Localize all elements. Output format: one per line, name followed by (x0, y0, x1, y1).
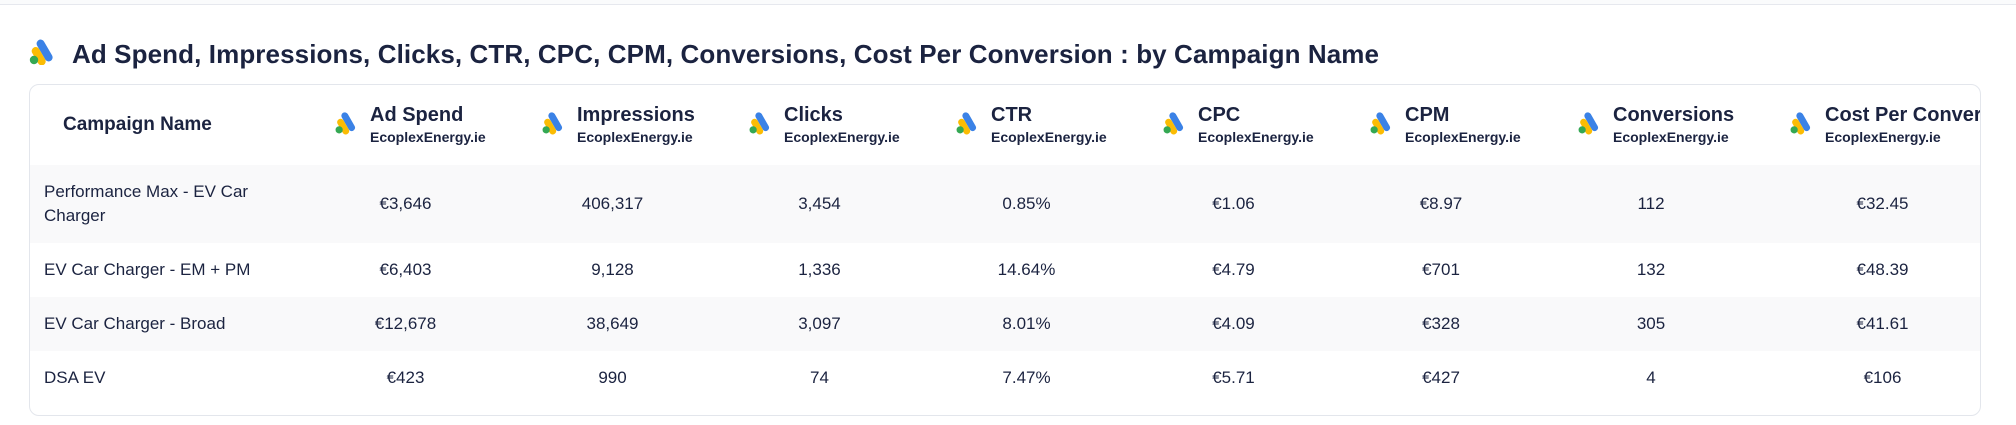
column-source: EcoplexEnergy.ie (1405, 129, 1521, 146)
column-header-campaign-name[interactable]: Campaign Name (63, 114, 212, 135)
data-table-card: Campaign Name Ad Spend EcoplexEnergy.ie I… (29, 84, 1981, 416)
column-header-cpc[interactable]: CPC EcoplexEnergy.ie (1130, 85, 1337, 165)
column-source: EcoplexEnergy.ie (370, 129, 486, 146)
google-ads-icon (334, 111, 358, 140)
campaign-table: Campaign Name Ad Spend EcoplexEnergy.ie I… (30, 85, 1981, 405)
impressions-cell: 990 (598, 368, 627, 387)
cost-per-conversion-cell: €106 (1863, 368, 1902, 387)
column-header-ctr[interactable]: CTR EcoplexEnergy.ie (923, 85, 1130, 165)
table-header-row: Campaign Name Ad Spend EcoplexEnergy.ie I… (30, 85, 1981, 165)
column-label: Impressions (577, 104, 695, 127)
google-ads-icon (1789, 111, 1813, 140)
ad-spend-cell: €423 (386, 368, 425, 387)
column-label: Cost Per Conversion (1825, 104, 1981, 127)
column-source: EcoplexEnergy.ie (784, 129, 900, 146)
column-header-clicks[interactable]: Clicks EcoplexEnergy.ie (716, 85, 923, 165)
google-ads-icon (541, 111, 565, 140)
column-label: Ad Spend (370, 104, 464, 127)
table-row: Performance Max - EV Car Charger €3,646 … (30, 165, 1980, 243)
column-header-impressions[interactable]: Impressions EcoplexEnergy.ie (509, 85, 716, 165)
widget-header: Ad Spend, Impressions, Clicks, CTR, CPC,… (28, 36, 1379, 72)
ctr-cell: 8.01% (1002, 314, 1051, 333)
cpc-cell: €4.79 (1212, 260, 1255, 279)
column-label: CPC (1198, 104, 1241, 127)
campaign-name-cell: Performance Max - EV Car Charger (44, 182, 249, 225)
conversions-cell: 4 (1646, 368, 1656, 387)
google-ads-icon (955, 111, 979, 140)
clicks-cell: 3,097 (798, 314, 841, 333)
column-header-cpm[interactable]: CPM EcoplexEnergy.ie (1337, 85, 1545, 165)
column-source: EcoplexEnergy.ie (1613, 129, 1729, 146)
cpm-cell: €701 (1422, 260, 1460, 279)
clicks-cell: 3,454 (798, 194, 841, 213)
campaign-name-cell: DSA EV (44, 368, 106, 388)
column-label: CPM (1405, 104, 1450, 127)
ad-spend-cell: €3,646 (379, 194, 432, 213)
impressions-cell: 38,649 (586, 314, 639, 333)
conversions-cell: 132 (1636, 260, 1666, 279)
ctr-cell: 7.47% (1002, 368, 1051, 387)
column-source: EcoplexEnergy.ie (1198, 129, 1314, 146)
ad-spend-cell: €12,678 (374, 314, 437, 333)
cost-per-conversion-cell: €41.61 (1856, 314, 1909, 333)
column-label: Clicks (784, 104, 843, 127)
google-ads-icon (28, 39, 56, 70)
cpc-cell: €1.06 (1212, 194, 1255, 213)
cpc-cell: €4.09 (1212, 314, 1255, 333)
cpm-cell: €8.97 (1419, 194, 1463, 213)
google-ads-icon (1162, 111, 1186, 140)
column-label: Conversions (1613, 104, 1735, 127)
cpc-cell: €5.71 (1212, 368, 1255, 387)
conversions-cell: 305 (1636, 314, 1666, 333)
column-header-cost-per-conversion[interactable]: Cost Per Conversion EcoplexEnergy.ie (1757, 85, 1981, 165)
column-header-ad-spend[interactable]: Ad Spend EcoplexEnergy.ie (302, 85, 509, 165)
column-source: EcoplexEnergy.ie (577, 129, 693, 146)
table-row: EV Car Charger - Broad €12,678 38,649 3,… (30, 297, 1980, 351)
ad-spend-cell: €6,403 (379, 260, 432, 279)
google-ads-icon (748, 111, 772, 140)
impressions-cell: 9,128 (591, 260, 634, 279)
ctr-cell: 14.64% (997, 260, 1056, 279)
table-row: DSA EV €423 990 74 7.47% €5.71 €427 4 €1… (30, 351, 1980, 405)
cpm-cell: €427 (1422, 368, 1460, 387)
clicks-cell: 74 (810, 368, 829, 387)
cost-per-conversion-cell: €32.45 (1856, 194, 1909, 213)
google-ads-icon (1577, 111, 1601, 140)
column-source: EcoplexEnergy.ie (1825, 129, 1941, 146)
ctr-cell: 0.85% (1002, 194, 1051, 213)
top-divider (0, 0, 2016, 5)
column-header-conversions[interactable]: Conversions EcoplexEnergy.ie (1545, 85, 1757, 165)
table-row: EV Car Charger - EM + PM €6,403 9,128 1,… (30, 243, 1980, 297)
conversions-cell: 112 (1637, 194, 1665, 213)
cost-per-conversion-cell: €48.39 (1856, 260, 1909, 279)
google-ads-icon (1369, 111, 1393, 140)
campaign-name-cell: EV Car Charger - Broad (44, 314, 226, 334)
clicks-cell: 1,336 (798, 260, 841, 279)
cpm-cell: €328 (1422, 314, 1460, 333)
impressions-cell: 406,317 (581, 194, 644, 213)
campaign-name-cell: EV Car Charger - EM + PM (44, 260, 251, 280)
widget-title: Ad Spend, Impressions, Clicks, CTR, CPC,… (72, 38, 1380, 69)
column-source: EcoplexEnergy.ie (991, 129, 1107, 146)
column-label: CTR (991, 104, 1033, 127)
